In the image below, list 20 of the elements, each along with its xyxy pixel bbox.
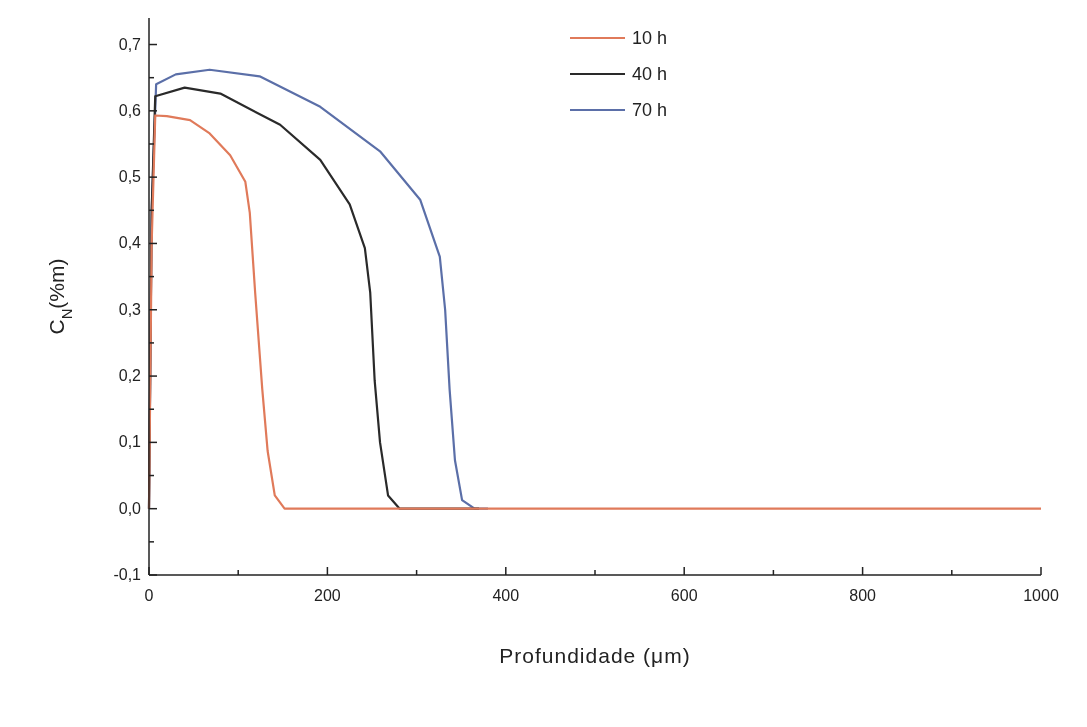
x-tick-label: 200 (314, 587, 341, 604)
y-tick-label: 0,2 (118, 367, 142, 385)
y-tick-label: 0,0 (118, 499, 142, 517)
x-tick-label: 0 (144, 587, 154, 604)
x-tick-label: 1000 (1023, 587, 1059, 604)
y-tick-label: 0,1 (118, 433, 142, 451)
legend-label: 70 h (632, 100, 668, 120)
y-tick-label: 0,3 (118, 300, 142, 318)
y-tick-label: 0,7 (118, 35, 142, 53)
legend-label: 40 h (632, 64, 668, 84)
legend-label: 10 h (632, 28, 668, 48)
x-tick-label: 600 (670, 587, 698, 604)
y-tick-label: 0,6 (118, 101, 142, 119)
line-series (147, 114, 1043, 510)
y-tick-label: -0,1 (113, 566, 142, 583)
y-tick-label: 0,4 (118, 234, 142, 252)
y-tick-label: 0,5 (118, 168, 142, 186)
x-tick-label: 400 (492, 587, 520, 604)
x-tick-label: 800 (849, 587, 877, 604)
x-axis-title: Profundidade (μm) (499, 644, 691, 667)
